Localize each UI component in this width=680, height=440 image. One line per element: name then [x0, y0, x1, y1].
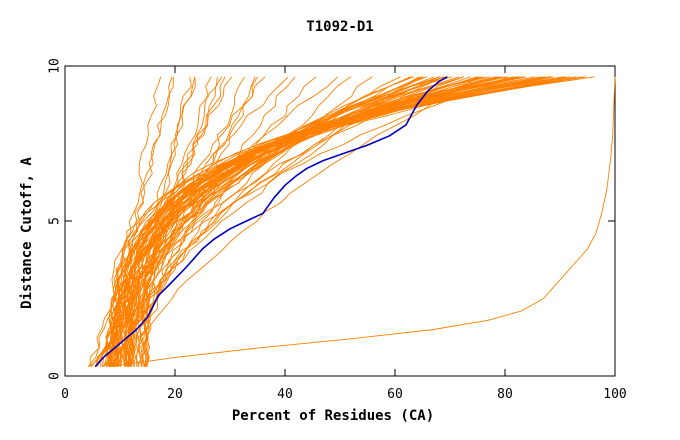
series-line-61: [118, 76, 518, 367]
series-line-51: [125, 76, 497, 367]
x-tick-label-3: 60: [387, 387, 403, 402]
series-line-highlight: [94, 76, 448, 368]
ticks-layer: 0 20 40 60 80 100 0 5 10: [48, 58, 627, 402]
x-axis-label: Percent of Residues (CA): [232, 408, 434, 424]
series-line-74: [141, 76, 577, 367]
series-line-66: [105, 76, 546, 367]
series-line-79: [127, 76, 595, 367]
series-line-26: [127, 76, 479, 367]
series-line-65: [113, 76, 536, 367]
series-line-49: [139, 76, 477, 367]
x-tick-label-1: 20: [167, 387, 183, 402]
series-line-18: [114, 76, 339, 367]
x-tick-label-0: 0: [61, 387, 69, 402]
series-line-42: [129, 76, 453, 367]
chart-title: T1092-D1: [306, 19, 373, 35]
series-line-0: [87, 76, 162, 367]
x-tick-label-2: 40: [277, 387, 293, 402]
x-tick-label-5: 100: [603, 387, 626, 402]
x-tick-label-4: 80: [497, 387, 513, 402]
series-line-78: [124, 76, 586, 367]
series-line-outlier: [108, 76, 616, 368]
y-tick-label-1: 5: [48, 217, 63, 225]
y-tick-label-2: 10: [48, 58, 63, 74]
series-line-24: [128, 76, 445, 367]
series-line-45: [130, 76, 465, 367]
y-axis-label: Distance Cutoff, A: [19, 157, 35, 309]
lines-layer: [87, 76, 616, 368]
y-tick-label-0: 0: [48, 372, 63, 380]
